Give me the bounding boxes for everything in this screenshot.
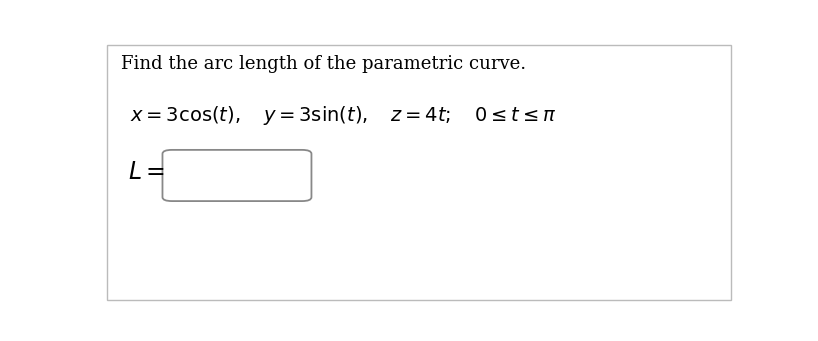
Text: Find the arc length of the parametric curve.: Find the arc length of the parametric cu… (121, 55, 527, 73)
FancyBboxPatch shape (163, 150, 312, 201)
Text: $x = 3\cos(t), \quad y = 3\sin(t), \quad z = 4t; \quad 0 \leq t \leq \pi$: $x = 3\cos(t), \quad y = 3\sin(t), \quad… (130, 104, 556, 127)
FancyBboxPatch shape (107, 45, 731, 299)
Text: $L = $: $L = $ (128, 161, 164, 184)
